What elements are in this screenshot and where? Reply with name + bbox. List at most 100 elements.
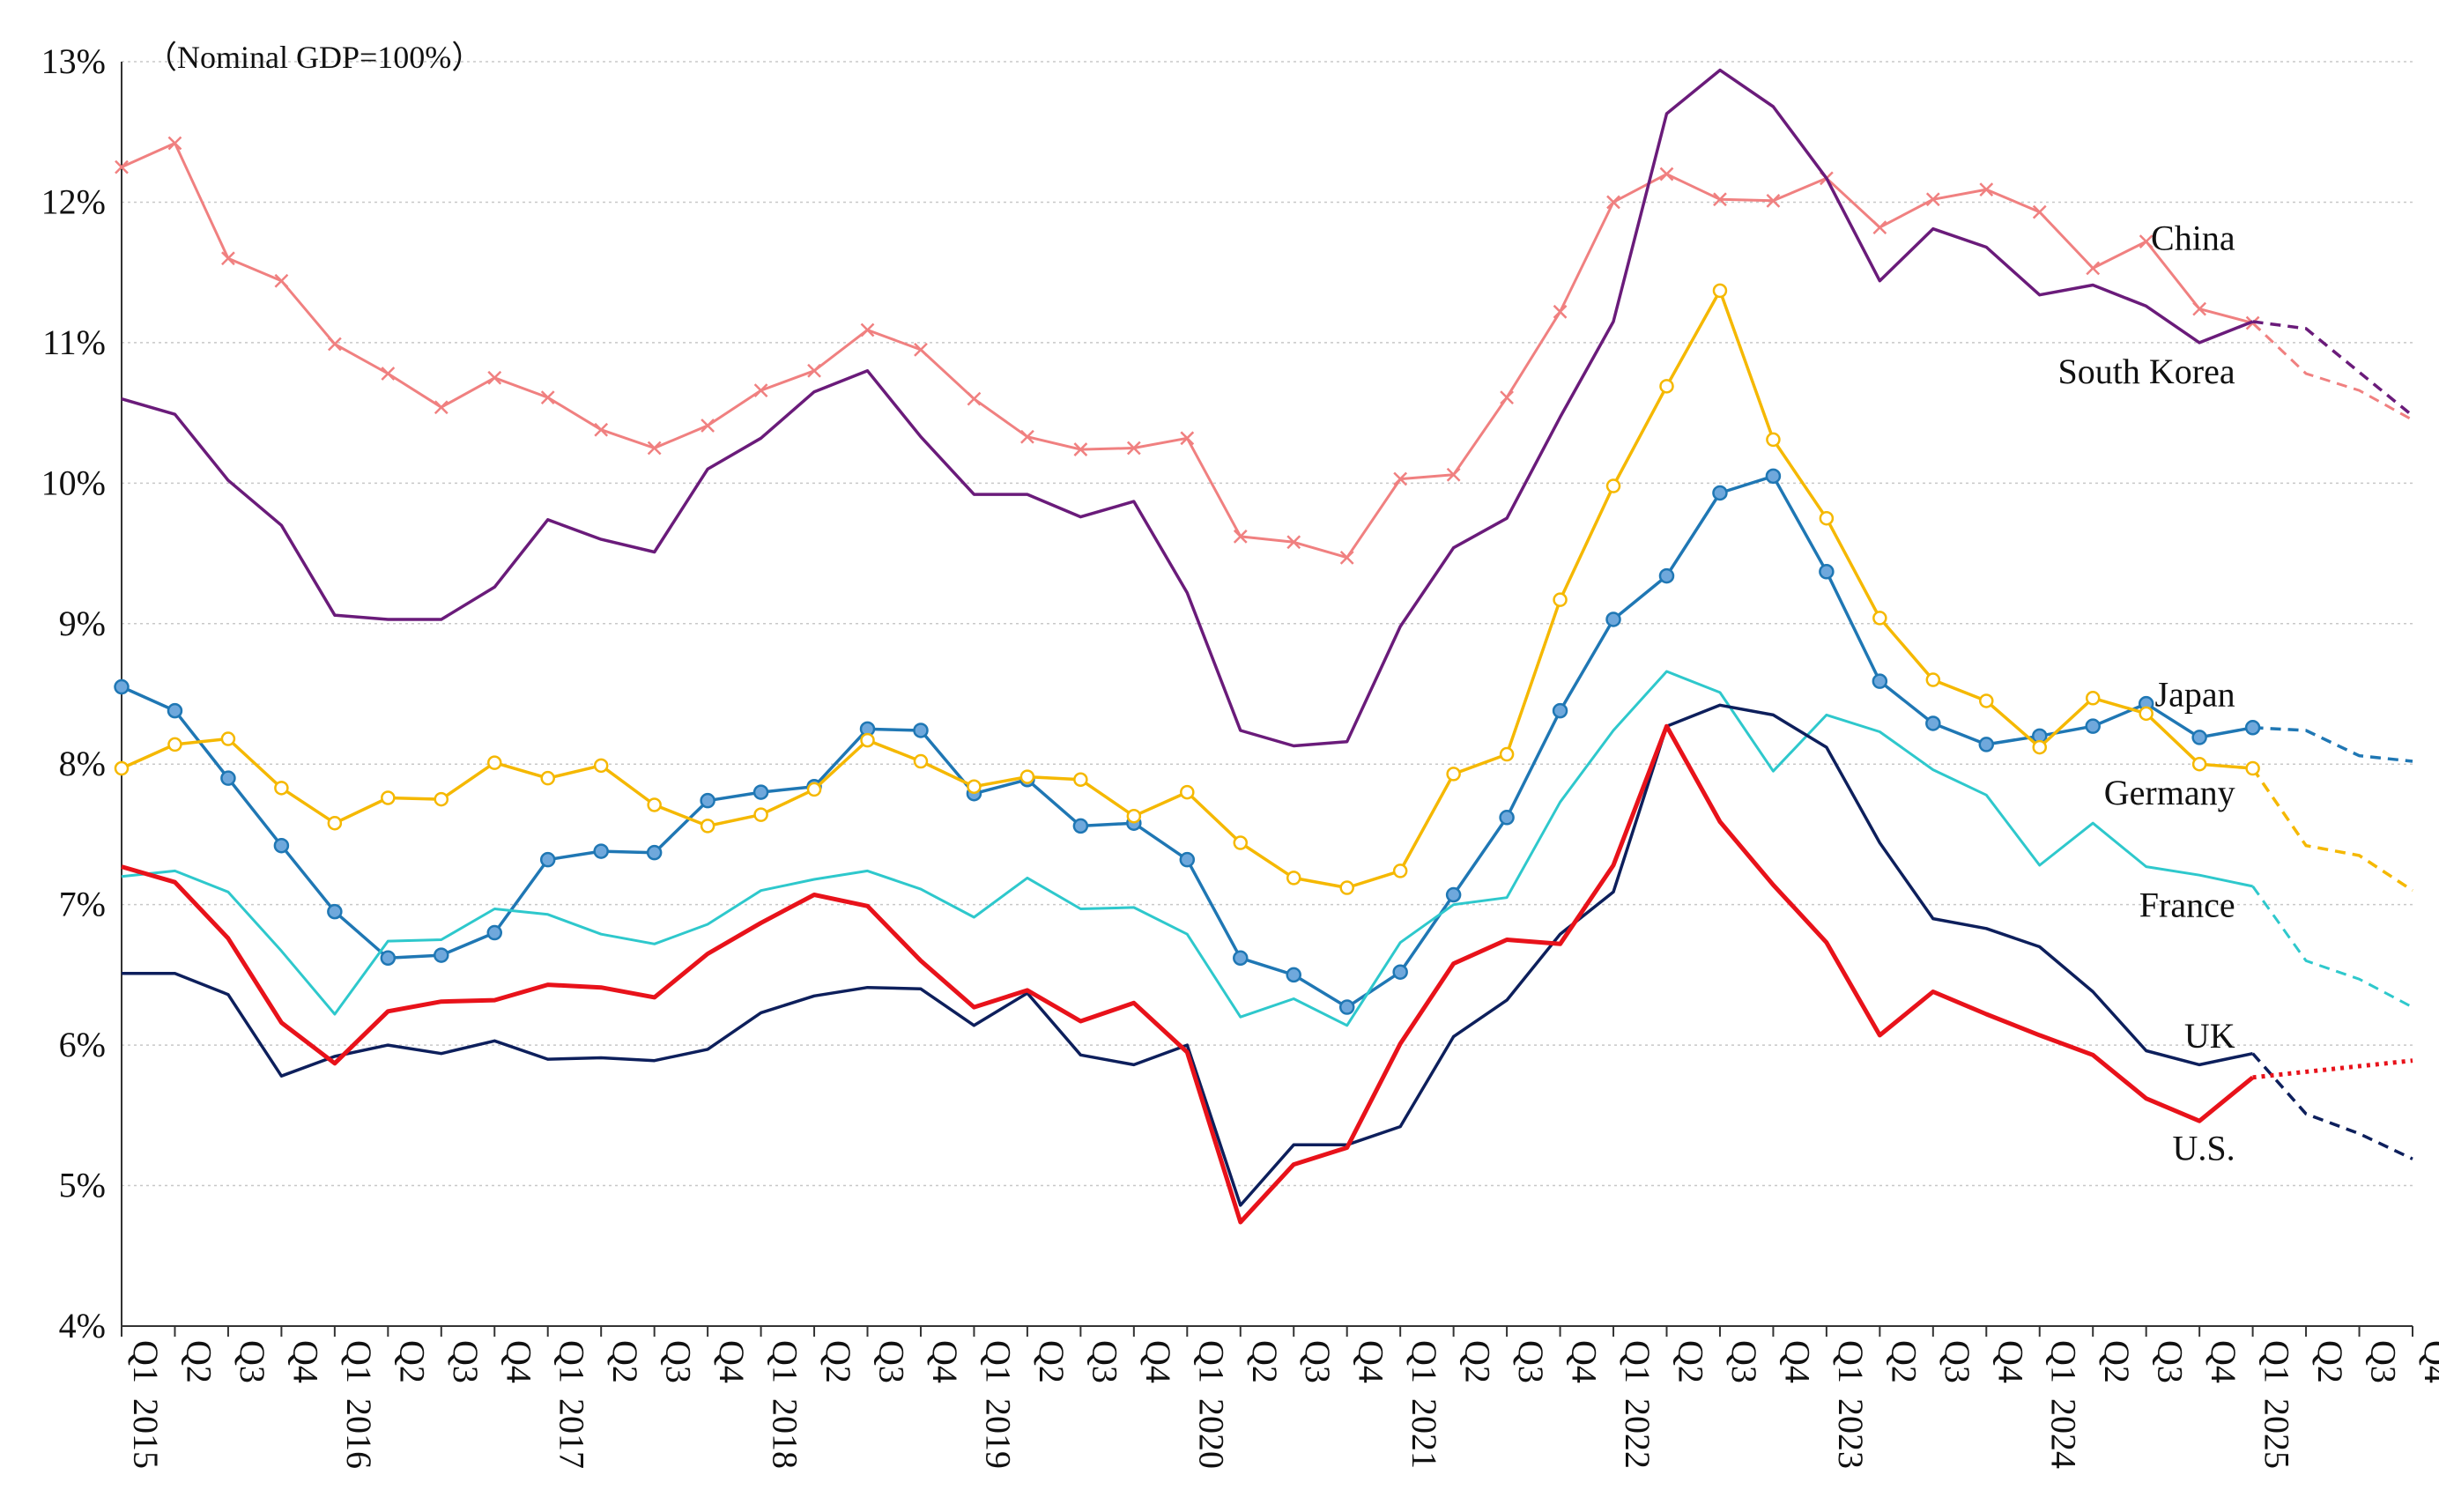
data-point-japan xyxy=(1605,611,1621,627)
x-year-label: 2021 xyxy=(1405,1398,1444,1469)
data-point-china xyxy=(274,273,289,288)
data-point-china xyxy=(1500,390,1514,404)
data-point-germany xyxy=(1446,767,1461,782)
data-point-germany xyxy=(540,770,555,786)
series-line-china xyxy=(121,142,2253,560)
series-forecast-uk xyxy=(2251,1052,2413,1160)
series-label-china: China xyxy=(2151,218,2235,257)
data-point-china xyxy=(753,383,768,397)
data-point-japan xyxy=(1286,967,1301,983)
x-tick-label: Q4 xyxy=(1777,1340,1817,1383)
data-point-japan xyxy=(539,851,556,868)
data-point-china xyxy=(115,159,129,174)
data-point-japan xyxy=(1179,851,1196,868)
data-point-germany xyxy=(1819,510,1835,526)
series-label-uk: UK xyxy=(2184,1016,2235,1056)
x-tick-label: Q2 xyxy=(179,1340,219,1383)
data-point-japan xyxy=(220,770,236,786)
data-point-china xyxy=(1925,192,1940,207)
x-tick-label: Q1 xyxy=(1831,1340,1871,1383)
data-point-china xyxy=(701,419,715,433)
x-tick-label: Q3 xyxy=(233,1340,272,1383)
data-point-germany xyxy=(220,731,236,746)
data-point-germany xyxy=(1712,283,1728,299)
data-point-germany xyxy=(327,815,343,831)
x-tick-label: Q1 xyxy=(2257,1340,2297,1383)
x-tick-label: Q1 xyxy=(339,1340,379,1383)
data-point-germany xyxy=(1499,746,1515,762)
gridlines xyxy=(122,61,2413,1187)
data-point-germany xyxy=(1392,863,1408,878)
data-point-germany xyxy=(2032,739,2047,755)
data-point-japan xyxy=(486,924,503,941)
data-point-germany xyxy=(1126,808,1142,824)
data-point-china xyxy=(1553,304,1568,319)
data-point-japan xyxy=(1338,999,1355,1015)
y-tick-label: 12% xyxy=(41,182,106,221)
data-point-japan xyxy=(1978,737,1995,752)
data-point-germany xyxy=(2139,706,2154,722)
series-label-south-korea: South Korea xyxy=(2058,352,2235,391)
data-point-germany xyxy=(1925,672,1941,687)
x-tick-label: Q4 xyxy=(2417,1340,2439,1383)
x-tick-label: Q1 xyxy=(1405,1340,1444,1383)
data-point-china xyxy=(1766,193,1781,208)
data-point-germany xyxy=(860,732,875,748)
y-tick-label: 13% xyxy=(41,41,106,81)
data-point-japan xyxy=(1819,564,1835,580)
data-point-china xyxy=(914,342,928,357)
data-point-china xyxy=(1233,530,1248,544)
data-point-japan xyxy=(1552,702,1568,719)
data-point-germany xyxy=(381,790,396,805)
x-tick-label: Q3 xyxy=(1511,1340,1551,1383)
x-tick-label: Q2 xyxy=(819,1340,858,1383)
x-axis: Q1 Q2 Q3 Q4 Q1 Q2 Q3 Q4 Q1 Q2 Q3 Q4 Q1 Q2 Q3 Q4 Q1 Q2 Q3 Q4… xyxy=(121,1325,2439,1469)
data-point-japan xyxy=(380,950,397,967)
data-point-china xyxy=(2139,234,2154,248)
series-line-u-s xyxy=(121,723,2255,1225)
x-tick-label: Q1 xyxy=(552,1340,592,1383)
x-year-label: 2023 xyxy=(1831,1398,1871,1469)
data-point-germany xyxy=(967,779,982,794)
x-year-label: 2019 xyxy=(978,1398,1018,1469)
series-forecast-u-s xyxy=(2252,1058,2413,1080)
x-tick-label: Q3 xyxy=(659,1340,699,1383)
data-point-germany xyxy=(647,797,662,812)
data-point-china xyxy=(860,322,875,337)
x-tick-label: Q4 xyxy=(2204,1340,2243,1383)
data-point-germany xyxy=(114,760,130,776)
x-tick-label: Q2 xyxy=(1458,1340,1498,1383)
x-year-label: 2024 xyxy=(2044,1398,2084,1469)
x-tick-label: Q2 xyxy=(1032,1340,1071,1383)
x-tick-label: Q3 xyxy=(1724,1340,1764,1383)
series-labels: China South Korea Japan Germany France UK U.S. xyxy=(2058,218,2235,1167)
data-point-germany xyxy=(2085,691,2101,706)
x-tick-label: Q1 xyxy=(126,1340,166,1383)
series-label-france: France xyxy=(2139,886,2235,925)
data-point-germany xyxy=(700,819,715,834)
x-year-label: 2018 xyxy=(766,1398,805,1469)
data-point-germany xyxy=(593,758,609,774)
x-year-label: 2020 xyxy=(1191,1398,1231,1469)
data-point-germany xyxy=(274,781,289,796)
x-tick-label: Q3 xyxy=(446,1340,486,1383)
x-tick-label: Q4 xyxy=(499,1340,538,1383)
x-tick-label: Q4 xyxy=(1352,1340,1391,1383)
series-forecast-japan xyxy=(2252,726,2413,763)
data-point-japan xyxy=(1392,964,1408,980)
data-point-germany xyxy=(487,755,502,770)
data-point-germany xyxy=(434,791,449,807)
x-year-label: 2016 xyxy=(339,1398,379,1469)
data-point-japan xyxy=(646,844,663,861)
series-line-france xyxy=(121,670,2253,1027)
x-year-label: 2022 xyxy=(1618,1398,1657,1469)
data-point-china xyxy=(1073,442,1088,456)
data-point-china xyxy=(1393,471,1408,486)
y-tick-label: 11% xyxy=(42,322,106,362)
y-tick-label: 7% xyxy=(59,885,106,924)
data-point-japan xyxy=(593,843,609,859)
series-line-uk xyxy=(122,703,2253,1207)
data-point-china xyxy=(540,390,555,404)
data-point-china xyxy=(1126,441,1141,456)
x-tick-label: Q2 xyxy=(1884,1340,1924,1383)
